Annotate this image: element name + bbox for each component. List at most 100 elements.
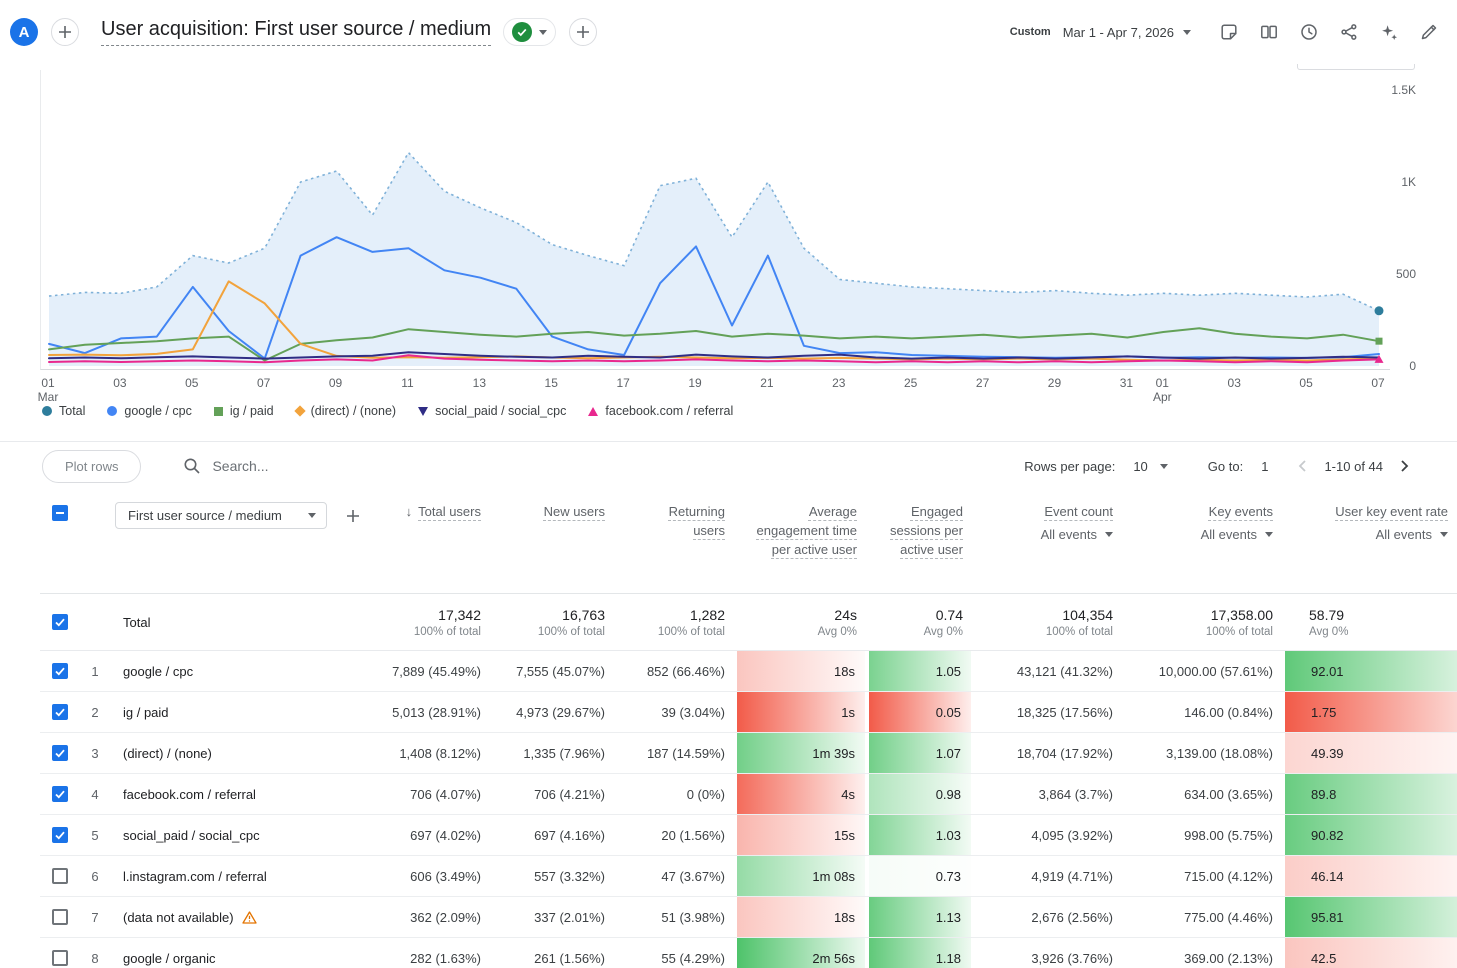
chart-svg xyxy=(41,70,1391,370)
row-checkbox[interactable] xyxy=(52,704,68,720)
cell-new-users: 7,555 (45.07%) xyxy=(491,664,615,679)
cell-average-engagement-time-per-active-user: 4s xyxy=(735,774,867,814)
row-checkbox[interactable] xyxy=(52,786,68,802)
cell-key-events: 10,000.00 (57.61%) xyxy=(1123,664,1283,679)
totals-engaged-sessions-per-active-user: 0.74Avg 0% xyxy=(867,607,973,638)
totals-average-engagement-time-per-active-user: 24sAvg 0% xyxy=(735,607,867,638)
dimension-selector[interactable]: First user source / medium xyxy=(115,502,327,529)
cell-new-users: 4,973 (29.67%) xyxy=(491,705,615,720)
cell-new-users: 557 (3.32%) xyxy=(491,869,615,884)
chart-area[interactable] xyxy=(40,70,1390,370)
legend-item-direct-none: (direct) / (none) xyxy=(296,404,396,418)
row-checkbox[interactable] xyxy=(52,745,68,761)
cell-average-engagement-time-per-active-user: 18s xyxy=(735,651,867,691)
column-header-total-users[interactable]: ↓Total users xyxy=(375,490,491,521)
rows-per-page-select[interactable]: 10 xyxy=(1133,459,1167,474)
check-icon xyxy=(54,616,66,628)
legend-label: facebook.com / referral xyxy=(605,404,733,418)
x-axis-label: 19 xyxy=(688,376,701,390)
totals-label: Total xyxy=(110,615,375,630)
row-checkbox[interactable] xyxy=(52,868,68,884)
recent-activity-button[interactable] xyxy=(1289,14,1329,50)
cell-total-users: 1,408 (8.12%) xyxy=(375,746,491,761)
row-number: 7 xyxy=(80,910,110,925)
edit-button[interactable] xyxy=(1409,14,1449,50)
page-notes-button[interactable] xyxy=(1209,14,1249,50)
legend-label: Total xyxy=(59,404,85,418)
column-filter-dropdown[interactable]: All events xyxy=(1283,525,1448,544)
table-row: 5social_paid / social_cpc697 (4.02%)697 … xyxy=(40,815,1457,856)
legend-item-google-cpc: google / cpc xyxy=(107,404,191,418)
dimension-value: google / organic xyxy=(110,951,375,966)
legend-label: social_paid / social_cpc xyxy=(435,404,566,418)
plus-icon xyxy=(576,25,590,39)
chart-x-axis: 01Mar03050709111315171921232527293101Apr… xyxy=(0,376,1457,406)
column-header-event-count[interactable]: Event countAll events xyxy=(973,490,1123,544)
comparisons-button[interactable] xyxy=(1249,14,1289,50)
column-header-user-key-event-rate[interactable]: User key event rateAll events xyxy=(1283,490,1457,544)
indeterminate-icon xyxy=(54,507,66,519)
table-row: 7(data not available)362 (2.09%)337 (2.0… xyxy=(40,897,1457,938)
previous-page-button[interactable] xyxy=(1290,453,1316,479)
avatar[interactable]: A xyxy=(10,18,38,46)
insights-button[interactable] xyxy=(1369,14,1409,50)
x-axis-label: 11 xyxy=(401,376,413,390)
cell-total-users: 606 (3.49%) xyxy=(375,869,491,884)
x-axis-label: 01Mar xyxy=(38,376,59,404)
sort-descending-icon: ↓ xyxy=(406,504,413,519)
column-header-engaged-sessions-per-active-user[interactable]: Engaged sessions per active user xyxy=(867,490,973,559)
add-secondary-dimension-button[interactable] xyxy=(341,504,365,528)
date-range-text: Mar 1 - Apr 7, 2026 xyxy=(1063,25,1174,40)
row-checkbox[interactable] xyxy=(52,909,68,925)
cell-average-engagement-time-per-active-user: 1s xyxy=(735,692,867,732)
cell-event-count: 43,121 (41.32%) xyxy=(973,664,1123,679)
totals-returning-users: 1,282100% of total xyxy=(615,607,735,638)
row-checkbox[interactable] xyxy=(52,950,68,966)
table-search-input[interactable]: Search... xyxy=(183,457,268,475)
legend-marker-circle-icon xyxy=(107,406,117,416)
cell-key-events: 998.00 (5.75%) xyxy=(1123,828,1283,843)
totals-new-users: 16,763100% of total xyxy=(491,607,615,638)
plus-icon xyxy=(58,25,72,39)
cell-total-users: 7,889 (45.49%) xyxy=(375,664,491,679)
add-report-button[interactable] xyxy=(51,18,79,46)
x-axis-label: 07 xyxy=(257,376,270,390)
comparison-panels-icon xyxy=(1259,22,1279,42)
cell-engaged-sessions-per-active-user: 1.03 xyxy=(867,815,973,855)
y-axis-label: 0 xyxy=(1388,359,1416,373)
next-page-button[interactable] xyxy=(1391,453,1417,479)
totals-checkbox[interactable] xyxy=(52,614,68,630)
report-status-badge[interactable] xyxy=(503,18,556,46)
chevron-down-icon xyxy=(1440,532,1448,537)
legend-marker-triangle-up-icon xyxy=(588,407,598,416)
cell-new-users: 337 (2.01%) xyxy=(491,910,615,925)
cell-average-engagement-time-per-active-user: 1m 08s xyxy=(735,856,867,896)
share-button[interactable] xyxy=(1329,14,1369,50)
column-filter-dropdown[interactable]: All events xyxy=(973,525,1113,544)
column-filter-dropdown[interactable]: All events xyxy=(1123,525,1273,544)
column-header-returning-users[interactable]: Returning users xyxy=(615,490,735,540)
top-bar: A User acquisition: First user source / … xyxy=(0,0,1457,64)
dimension-value: (direct) / (none) xyxy=(110,746,375,761)
dimension-value: ig / paid xyxy=(110,705,375,720)
select-all-checkbox[interactable] xyxy=(52,505,68,521)
cell-engaged-sessions-per-active-user: 1.07 xyxy=(867,733,973,773)
add-comparison-button[interactable] xyxy=(569,18,597,46)
x-axis-label: 21 xyxy=(760,376,773,390)
cell-returning-users: 852 (66.46%) xyxy=(615,664,735,679)
table-row: 6l.instagram.com / referral606 (3.49%)55… xyxy=(40,856,1457,897)
column-header-new-users[interactable]: New users xyxy=(491,490,615,521)
cell-returning-users: 51 (3.98%) xyxy=(615,910,735,925)
cell-user-key-event-rate: 42.5 xyxy=(1283,938,1457,968)
cell-user-key-event-rate: 92.01 xyxy=(1283,651,1457,691)
chevron-left-icon xyxy=(1294,457,1312,475)
report-title[interactable]: User acquisition: First user source / me… xyxy=(101,18,491,46)
row-checkbox[interactable] xyxy=(52,663,68,679)
column-header-key-events[interactable]: Key eventsAll events xyxy=(1123,490,1283,544)
column-header-average-engagement-time-per-active-user[interactable]: Average engagement time per active user xyxy=(735,490,867,559)
row-checkbox[interactable] xyxy=(52,827,68,843)
date-range-picker[interactable]: Mar 1 - Apr 7, 2026 xyxy=(1063,25,1191,40)
dimension-header-cell: First user source / medium xyxy=(110,490,375,529)
goto-page-input[interactable]: 1 xyxy=(1261,459,1268,474)
plot-rows-button[interactable]: Plot rows xyxy=(42,450,141,483)
